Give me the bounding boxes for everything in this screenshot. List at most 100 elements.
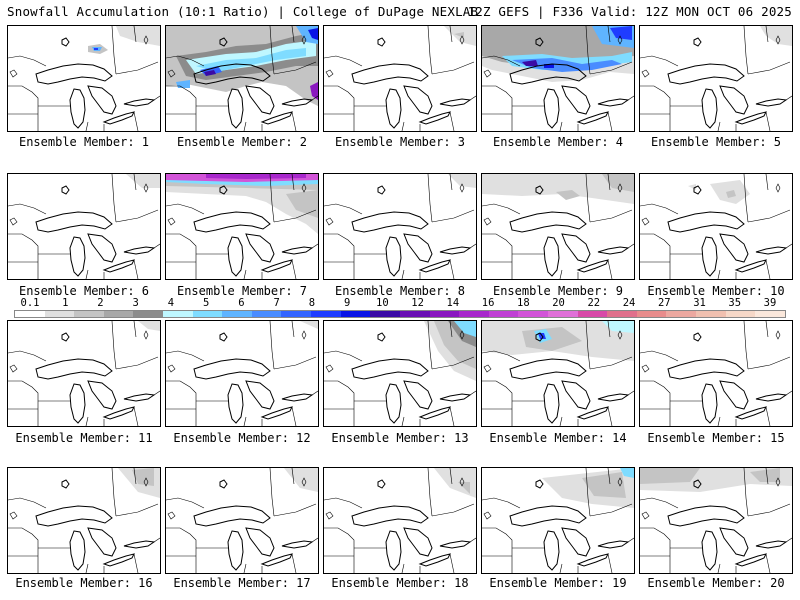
snowfall-map [482,174,634,279]
ensemble-member-label: Ensemble Member: 4 [492,135,624,149]
snowfall-map [482,321,634,426]
ensemble-map-panel [323,320,477,427]
model-run-info: 12Z GEFS | F336 Valid: 12Z MON OCT 06 20… [467,4,792,19]
snowfall-map [8,26,160,131]
colorbar-tick-label: 5 [203,297,210,309]
snowfall-map [166,26,318,131]
colorbar-tick-label: 16 [481,297,495,309]
ensemble-map-panel [481,25,635,132]
ensemble-map-panel [639,25,793,132]
snowfall-map [324,321,476,426]
snowfall-map [324,174,476,279]
colorbar-swatch [251,311,282,317]
colorbar-tick-label: 12 [411,297,424,309]
ensemble-member-label: Ensemble Member: 11 [15,431,153,445]
ensemble-member-label: Ensemble Member: 10 [647,284,785,298]
ensemble-map-panel [165,320,319,427]
ensemble-map-panel [639,467,793,574]
ensemble-map-panel [323,25,477,132]
colorbar-tick-label: 0.1 [20,297,40,309]
colorbar-swatch [44,311,75,317]
colorbar-tick-label: 14 [446,297,460,309]
colorbar-tick-label: 35 [728,297,742,309]
ensemble-map-panel [7,467,161,574]
colorbar-tick-label: 31 [693,297,706,309]
snowfall-map [8,321,160,426]
ensemble-member-label: Ensemble Member: 2 [176,135,308,149]
colorbar-tick-label: 24 [622,297,636,309]
ensemble-map-panel [639,173,793,280]
colorbar-tick-label: 20 [552,297,565,309]
colorbar-swatch [399,311,430,317]
snowfall-map [482,468,634,573]
ensemble-member-label: Ensemble Member: 6 [18,284,150,298]
colorbar-swatch [370,311,400,317]
snowfall-map [640,174,792,279]
ensemble-member-label: Ensemble Member: 9 [492,284,624,298]
snowfall-map [482,26,634,131]
colorbar-swatch [103,311,134,317]
snowfall-map [324,26,476,131]
colorbar-tick-label: 6 [238,297,245,309]
ensemble-member-label: Ensemble Member: 18 [331,576,469,590]
ensemble-map-panel [165,467,319,574]
ensemble-map-panel [639,320,793,427]
colorbar-swatch [666,311,697,317]
snowfall-map [166,174,318,279]
colorbar-swatch [725,311,756,317]
colorbar-swatch [488,311,519,317]
ensemble-member-label: Ensemble Member: 14 [489,431,627,445]
colorbar-swatch [311,311,341,317]
colorbar-tick-label: 18 [517,297,530,309]
colorbar-tick-label: 10 [376,297,389,309]
ensemble-member-label: Ensemble Member: 8 [334,284,466,298]
colorbar-tick-label: 3 [132,297,139,309]
ensemble-map-panel [165,173,319,280]
colorbar-tick-label: 22 [587,297,601,309]
ensemble-member-label: Ensemble Member: 1 [18,135,150,149]
colorbar-swatch [15,311,45,317]
colorbar-swatch [281,311,312,317]
colorbar-swatch [459,311,489,317]
ensemble-map-panel [323,467,477,574]
ensemble-member-label: Ensemble Member: 12 [173,431,311,445]
map-title: Snowfall Accumulation (10:1 Ratio) | Col… [7,4,479,19]
ensemble-member-label: Ensemble Member: 13 [331,431,469,445]
colorbar-tick-label: 4 [167,297,175,309]
ensemble-member-label: Ensemble Member: 16 [15,576,153,590]
ensemble-member-label: Ensemble Member: 5 [650,135,782,149]
colorbar [14,310,786,318]
colorbar-tick-label: 9 [343,297,351,309]
colorbar-tick-label: 2 [97,297,104,309]
colorbar-tick-label: 8 [308,297,316,309]
colorbar-tick-label: 27 [657,297,671,309]
colorbar-swatch [163,311,193,317]
colorbar-tick-label: 39 [763,297,777,309]
snowfall-map [166,321,318,426]
colorbar-swatch [755,311,785,317]
ensemble-member-label: Ensemble Member: 17 [173,576,311,590]
ensemble-map-panel [7,173,161,280]
colorbar-swatch [547,311,578,317]
ensemble-member-label: Ensemble Member: 7 [176,284,308,298]
colorbar-swatch [636,311,667,317]
snowfall-map [8,174,160,279]
snowfall-map [640,468,792,573]
colorbar-swatch [340,311,371,317]
colorbar-swatch [133,311,164,317]
ensemble-map-panel [7,320,161,427]
snowfall-map [640,321,792,426]
colorbar-swatch [192,311,223,317]
snowfall-map [166,468,318,573]
ensemble-map-panel [165,25,319,132]
colorbar-swatch [577,311,608,317]
ensemble-map-panel [323,173,477,280]
ensemble-map-panel [481,467,635,574]
ensemble-member-label: Ensemble Member: 15 [647,431,785,445]
ensemble-member-label: Ensemble Member: 19 [489,576,627,590]
colorbar-tick-label: 7 [273,297,280,309]
snowfall-map [640,26,792,131]
ensemble-map-panel [481,320,635,427]
colorbar-swatch [222,311,252,317]
colorbar-swatch [607,311,637,317]
